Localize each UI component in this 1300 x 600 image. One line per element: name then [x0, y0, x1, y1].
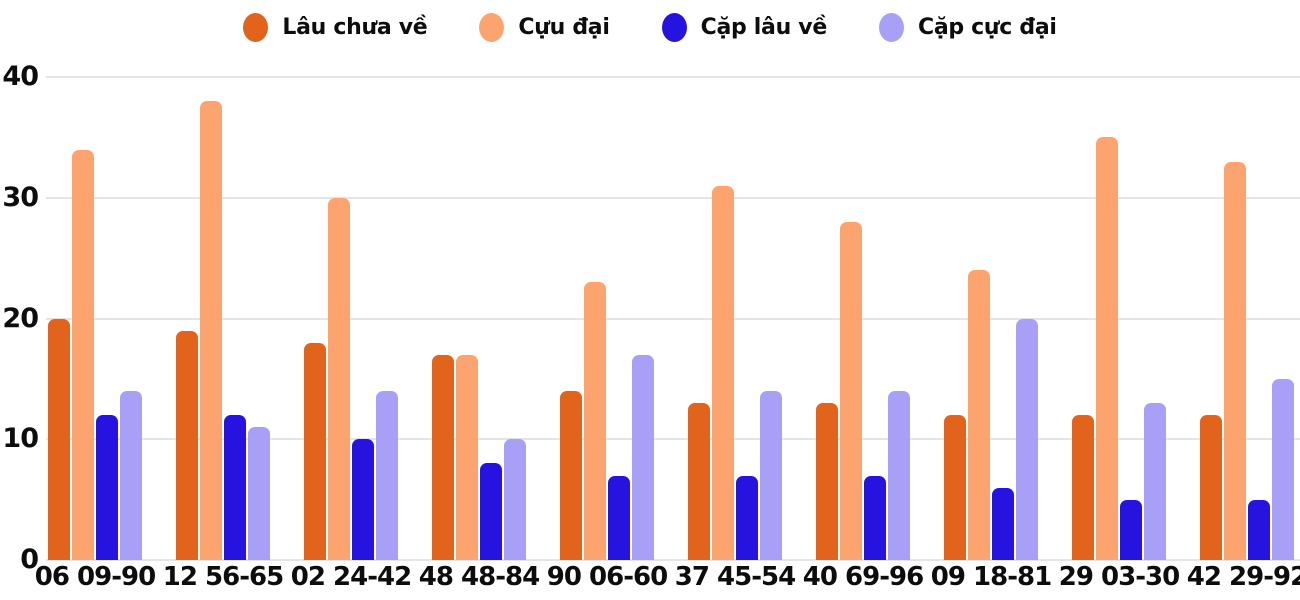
bar-2-12 56-65	[200, 101, 222, 560]
legend-item-cap-cuc-dai[interactable]: Cặp cực đại	[878, 12, 1057, 42]
y-axis-label: 20	[2, 302, 39, 334]
gridline	[46, 317, 1300, 320]
bar-2-09 18-81	[968, 270, 990, 560]
bar-3-48 48-84	[480, 463, 502, 560]
bar-1-40 69-96	[816, 403, 838, 560]
bar-3-12 56-65	[224, 415, 246, 560]
bar-3-09 18-81	[992, 487, 1014, 560]
y-axis-label: 10	[2, 423, 39, 455]
y-axis-label: 0	[20, 544, 39, 575]
bar-2-48 48-84	[456, 354, 478, 560]
bar-4-90 06-60	[632, 354, 654, 560]
bar-2-29 03-30	[1096, 137, 1118, 560]
bar-4-48 48-84	[504, 439, 526, 560]
bar-3-37 45-54	[736, 475, 758, 560]
legend-label: Lâu chưa về	[282, 14, 428, 40]
bar-4-06 09-90	[120, 391, 142, 560]
bar-2-90 06-60	[584, 282, 606, 560]
x-axis-label: 42 29-92	[1186, 562, 1300, 592]
bar-3-40 69-96	[864, 475, 886, 560]
x-axis-label: 12 56-65	[162, 562, 284, 592]
bar-1-90 06-60	[560, 391, 582, 560]
legend-item-cuu-dai[interactable]: Cựu đại	[479, 12, 610, 42]
legend-swatch-icon	[661, 12, 687, 42]
bar-1-29 03-30	[1072, 415, 1094, 560]
bar-1-12 56-65	[176, 330, 198, 560]
bar-3-90 06-60	[608, 475, 630, 560]
bar-1-06 09-90	[48, 318, 70, 560]
legend-swatch-icon	[243, 12, 269, 42]
bar-2-37 45-54	[712, 185, 734, 560]
legend-item-cap-lau-ve[interactable]: Cặp lâu về	[661, 12, 828, 42]
bar-1-09 18-81	[944, 415, 966, 560]
legend-swatch-icon	[479, 12, 505, 42]
x-axis-label: 90 06-60	[546, 562, 668, 592]
y-axis-label: 40	[2, 61, 39, 92]
bar-4-42 29-92	[1272, 378, 1294, 560]
bar-4-12 56-65	[248, 427, 270, 560]
gridline	[46, 559, 1300, 561]
bar-4-40 69-96	[888, 391, 910, 560]
bar-1-48 48-84	[432, 354, 454, 560]
y-axis-label: 30	[2, 181, 39, 213]
bar-2-40 69-96	[840, 221, 862, 560]
legend-item-lau-chua-ve[interactable]: Lâu chưa về	[243, 12, 428, 42]
legend: Lâu chưa về Cựu đại Cặp lâu về Cặp cực đ…	[0, 4, 1300, 50]
x-axis-label: 40 69-96	[802, 562, 924, 592]
x-axis-label: 37 45-54	[674, 562, 796, 592]
bar-1-42 29-92	[1200, 415, 1222, 560]
bar-2-06 09-90	[72, 149, 94, 560]
bar-2-42 29-92	[1224, 161, 1246, 560]
x-axis-label: 09 18-81	[930, 562, 1052, 592]
bar-4-29 03-30	[1144, 403, 1166, 560]
bar-1-02 24-42	[304, 342, 326, 560]
x-axis-label: 48 48-84	[418, 562, 540, 592]
legend-swatch-icon	[878, 12, 904, 42]
bar-3-02 24-42	[352, 439, 374, 560]
gridline	[46, 438, 1300, 441]
bar-4-37 45-54	[760, 391, 782, 560]
bar-3-42 29-92	[1248, 499, 1270, 560]
x-axis-label: 02 24-42	[290, 562, 412, 592]
bar-4-09 18-81	[1016, 318, 1038, 560]
legend-label: Cặp cực đại	[917, 14, 1057, 40]
bar-3-29 03-30	[1120, 499, 1142, 560]
legend-label: Cặp lâu về	[700, 14, 828, 40]
x-axis-label: 06 09-90	[34, 562, 156, 592]
bar-3-06 09-90	[96, 415, 118, 560]
gridline	[46, 196, 1300, 199]
bar-4-02 24-42	[376, 391, 398, 560]
gridline	[46, 76, 1300, 78]
bar-1-37 45-54	[688, 403, 710, 560]
legend-label: Cựu đại	[518, 14, 610, 40]
bar-2-02 24-42	[328, 197, 350, 560]
x-axis-label: 29 03-30	[1058, 562, 1180, 592]
